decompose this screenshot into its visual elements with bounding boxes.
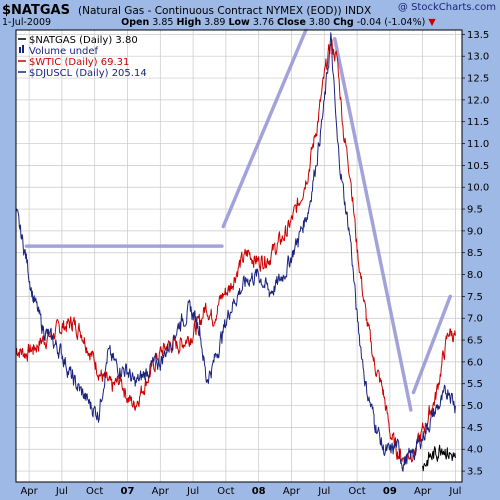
legend-volume-icon	[19, 47, 21, 53]
x-tick-label: Apr	[283, 486, 301, 497]
x-tick-label: Jul	[448, 486, 461, 497]
quote-date: 1-Jul-2009	[2, 17, 52, 28]
low-value: 3.76	[252, 17, 274, 28]
y-tick-label: 4.5	[467, 423, 483, 434]
y-tick-label: 11.5	[467, 117, 489, 128]
legend-item: $DJUSCL (Daily) 205.14	[29, 68, 147, 79]
y-tick-label: 10.0	[467, 183, 489, 194]
x-tick-label: Apr	[414, 486, 432, 497]
y-tick-label: 12.5	[467, 74, 489, 85]
trendline	[333, 36, 413, 412]
symbol-title[interactable]: $NATGAS	[2, 3, 70, 18]
y-tick-label: 6.5	[467, 336, 483, 347]
x-tick-label: Oct	[348, 486, 365, 497]
y-tick-label: 5.0	[467, 401, 483, 412]
x-tick-label: Oct	[217, 486, 234, 497]
x-tick-label: Apr	[20, 486, 38, 497]
y-tick-label: 7.5	[467, 292, 483, 303]
close-label: Close	[277, 17, 306, 28]
y-tick-label: 4.0	[467, 445, 483, 456]
low-label: Low	[228, 17, 250, 28]
high-label: High	[176, 17, 202, 28]
y-tick-label: 5.5	[467, 379, 483, 390]
chg-value: -0.04 (-1.04%)	[356, 17, 426, 28]
chg-down-arrow-icon: ▼	[428, 17, 436, 28]
y-tick-label: 12.0	[467, 95, 489, 106]
x-tick-label: Oct	[86, 486, 103, 497]
legend-volume-icon-bar	[22, 45, 24, 53]
series-lines	[15, 32, 456, 472]
symbol-description: (Natural Gas - Continuous Contract NYMEX…	[78, 5, 372, 17]
y-tick-label: 11.0	[467, 139, 489, 150]
chg-label: Chg	[333, 17, 354, 28]
y-tick-label: 7.0	[467, 314, 483, 325]
y-tick-label: 10.5	[467, 161, 489, 172]
y-tick-label: 6.0	[467, 357, 483, 368]
y-tick-label: 13.0	[467, 52, 489, 63]
y-tick-label: 9.5	[467, 205, 483, 216]
trendline	[411, 294, 452, 395]
legend-item: $NATGAS (Daily) 3.80	[29, 35, 138, 46]
x-tick-label: 07	[121, 486, 135, 497]
x-tick-label: Apr	[152, 486, 170, 497]
series-line-2	[15, 32, 456, 472]
open-label: Open	[121, 17, 150, 28]
plot-area	[16, 30, 462, 482]
legend-item: $WTIC (Daily) 69.31	[29, 57, 129, 68]
high-value: 3.89	[204, 17, 226, 28]
quote-bar: 1-Jul-2009 Open 3.85 High 3.89 Low 3.76 …	[2, 17, 498, 29]
chart-title-bar: $NATGAS (Natural Gas - Continuous Contra…	[2, 0, 372, 18]
y-tick-label: 13.5	[467, 30, 489, 41]
x-tick-label: Jul	[317, 486, 330, 497]
x-axis-ticks: Apr Jul Oct 07 Apr Jul Oct 08 Apr Jul Oct 09 Apr Jul	[20, 486, 461, 497]
series-line-3	[422, 444, 456, 472]
trendline-annotations	[24, 28, 452, 412]
x-tick-label: Jul	[186, 486, 199, 497]
y-tick-label: 9.0	[467, 226, 483, 237]
trendline	[221, 28, 308, 229]
x-tick-label: 08	[252, 486, 266, 497]
close-value: 3.80	[308, 17, 331, 28]
open-value: 3.85	[152, 17, 174, 28]
legend-item: Volume undef	[29, 46, 99, 57]
stockcharts-brand[interactable]: @ StockCharts.com	[397, 2, 496, 13]
y-tick-label: 8.0	[467, 270, 483, 281]
plot-frame	[15, 29, 463, 483]
y-axis-ticks: 3.5 4.0 4.5 5.0 5.5 6.0 6.5 7.0 7.5 8.0 8.5 9.0 9.5 1…	[462, 30, 489, 478]
y-tick-label: 3.5	[467, 467, 483, 478]
x-tick-label: Jul	[55, 486, 68, 497]
x-tick-label: 09	[383, 486, 397, 497]
y-tick-label: 8.5	[467, 248, 483, 259]
series-line-1	[15, 39, 456, 466]
